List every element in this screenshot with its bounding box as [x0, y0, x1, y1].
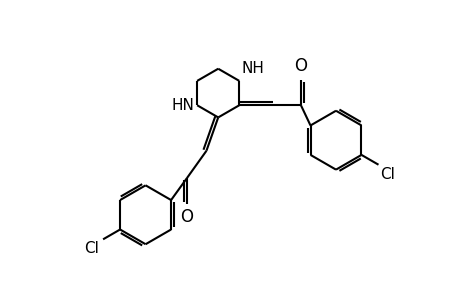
- Text: O: O: [180, 208, 193, 226]
- Text: Cl: Cl: [84, 241, 99, 256]
- Text: HN: HN: [172, 98, 194, 113]
- Text: O: O: [294, 57, 307, 75]
- Text: NH: NH: [241, 61, 264, 76]
- Text: Cl: Cl: [380, 167, 394, 182]
